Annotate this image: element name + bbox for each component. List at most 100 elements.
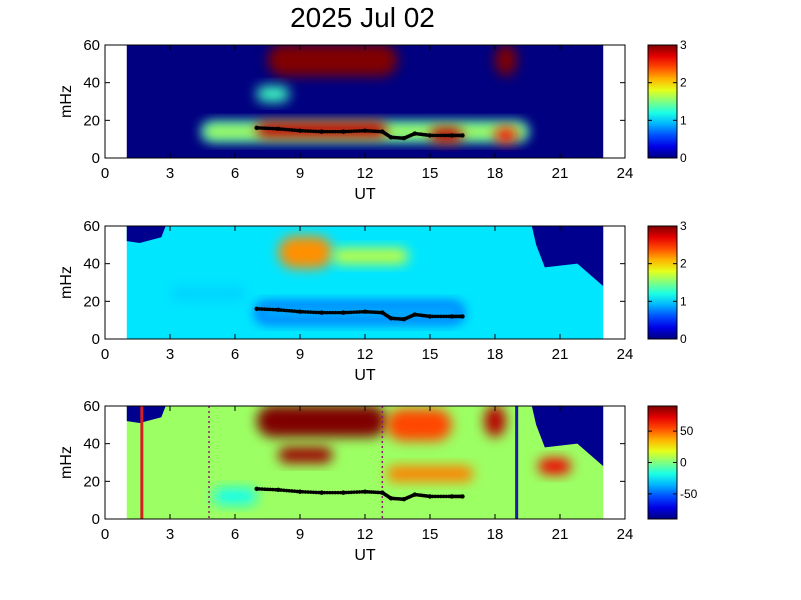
trace-point <box>281 488 286 493</box>
trace-point <box>336 129 340 134</box>
trace-point <box>262 307 267 312</box>
trace-point <box>268 126 273 131</box>
trace-point <box>306 129 310 133</box>
trace-point <box>322 310 327 315</box>
heatmap-base <box>126 226 604 339</box>
trace-point <box>306 490 310 494</box>
x-tick-label: 6 <box>231 346 239 363</box>
trace-point <box>388 134 392 139</box>
heatmap-region <box>531 406 604 467</box>
trace-point <box>355 490 359 494</box>
colorbar-tick-label: 2 <box>680 257 687 271</box>
trace-point <box>400 317 405 321</box>
trace-point <box>319 310 324 315</box>
trace-point <box>411 313 416 317</box>
trace-point <box>281 308 286 313</box>
trace-point <box>444 133 449 138</box>
trace-point <box>341 129 346 134</box>
heatmap-region <box>126 406 166 423</box>
heatmap-blob <box>386 408 452 441</box>
heatmap-blob <box>538 458 571 475</box>
trace-point <box>314 490 319 495</box>
x-tick-label: 18 <box>487 526 504 543</box>
y-tick-label: 40 <box>83 256 100 273</box>
y-axis-label: mHz <box>58 446 75 479</box>
trace-point <box>254 306 259 312</box>
x-tick-label: 24 <box>617 526 634 543</box>
trace-point <box>433 133 438 138</box>
trace-point <box>265 307 270 312</box>
trace-point <box>447 494 451 499</box>
heatmap-region <box>531 226 604 287</box>
trace-point <box>426 133 430 137</box>
x-tick-label: 9 <box>296 165 304 182</box>
trace-point <box>319 129 324 134</box>
heatmap-blob <box>278 446 333 463</box>
trace-point <box>317 490 321 495</box>
trace-point <box>271 487 275 492</box>
trace-point <box>279 488 283 492</box>
trace-point <box>300 310 305 314</box>
heatmap-blob <box>495 45 517 77</box>
trace-point <box>330 129 335 134</box>
trace-point <box>441 133 446 138</box>
trace-point <box>257 126 262 130</box>
trace-point <box>333 490 338 495</box>
trace-point <box>287 308 291 313</box>
figure-title: 2025 Jul 02 <box>290 2 435 33</box>
y-tick-label: 20 <box>83 473 100 490</box>
trace-point <box>292 489 297 494</box>
trace-point <box>292 309 297 314</box>
trace-point <box>341 310 346 315</box>
x-tick-label: 12 <box>357 526 374 543</box>
heatmap <box>126 45 604 158</box>
x-tick-label: 15 <box>422 346 439 363</box>
x-tick-label: 24 <box>617 165 634 182</box>
x-tick-label: 21 <box>552 346 569 363</box>
trace-point <box>447 314 451 319</box>
trace-point <box>330 490 335 495</box>
trace-point <box>430 314 435 319</box>
colorbar-tick-label: -50 <box>680 487 698 501</box>
trace-point <box>279 308 283 312</box>
x-tick-label: 0 <box>101 346 109 363</box>
trace-point <box>439 314 443 319</box>
trace-point <box>257 487 262 491</box>
trace-point <box>271 307 275 312</box>
trace-point <box>344 129 348 134</box>
trace-point <box>338 490 343 495</box>
trace-point <box>254 486 259 492</box>
trace-point <box>336 490 340 495</box>
x-axis-label: UT <box>354 367 376 384</box>
trace-point <box>400 136 405 140</box>
trace-point <box>346 129 351 134</box>
colorbar: 50 0 -50 <box>647 405 698 520</box>
trace-point <box>426 314 430 318</box>
trace-point <box>322 490 327 495</box>
trace-point <box>309 490 313 494</box>
trace-point <box>317 129 321 134</box>
y-tick-label: 40 <box>83 436 100 453</box>
trace-point <box>300 490 305 494</box>
x-tick-label: 18 <box>487 346 504 363</box>
trace-point <box>268 487 273 492</box>
y-axis-label: mHz <box>58 85 75 118</box>
trace-point <box>459 133 463 138</box>
trace-point <box>411 493 416 497</box>
trace-point <box>260 307 264 311</box>
trace-point <box>295 489 300 494</box>
y-tick-label: 60 <box>83 218 100 235</box>
trace-point <box>346 310 351 315</box>
trace-point <box>388 495 392 500</box>
trace-point <box>297 128 303 133</box>
trace-point <box>336 310 340 315</box>
trace-point <box>265 126 270 131</box>
y-tick-label: 20 <box>83 293 100 310</box>
x-tick-label: 0 <box>101 165 109 182</box>
trace-point <box>303 490 308 494</box>
trace-point <box>295 128 300 133</box>
trace-point <box>400 497 405 501</box>
trace-point <box>430 494 435 499</box>
trace-point <box>322 129 327 134</box>
trace-point <box>357 129 362 133</box>
